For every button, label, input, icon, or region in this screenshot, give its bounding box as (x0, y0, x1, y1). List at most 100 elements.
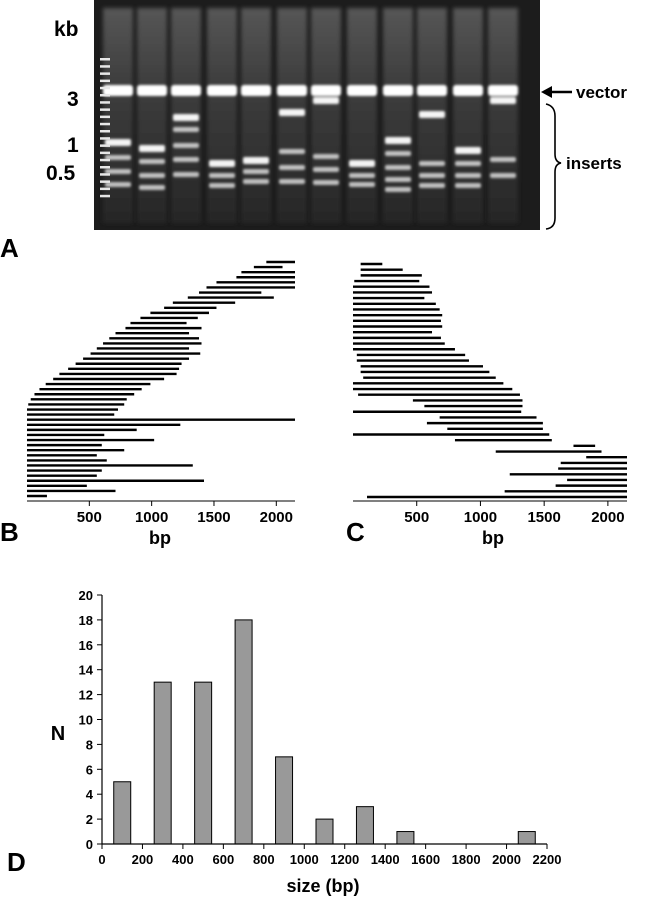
ladder-band (100, 144, 110, 147)
insert-band (173, 127, 199, 132)
panel-d-histogram: 0 2 4 6 8 10 12 14 16 18 20 0 200 400 600 800 1000 1200 1… (7, 588, 561, 896)
x-tick-label: 1400 (371, 852, 400, 867)
x-tick-label: 2000 (591, 509, 624, 526)
gel-lane-smear (241, 8, 271, 223)
y-ticks-d: 0 2 4 6 8 10 12 14 16 18 20 (79, 588, 102, 852)
insert-band (105, 182, 131, 187)
insert-band (139, 145, 165, 152)
insert-band (455, 183, 481, 188)
y-tick-label: 16 (79, 638, 93, 653)
insert-band (313, 154, 339, 159)
ladder-band (100, 151, 110, 155)
y-tick-label: 6 (86, 762, 93, 777)
y-tick-label: 2 (86, 812, 93, 827)
insert-band (349, 182, 375, 187)
ladder-band (100, 115, 110, 119)
x-tick-label: 2000 (260, 509, 293, 526)
x-tick-label: 1600 (411, 852, 440, 867)
panel-b: 500 1000 1500 2000 bp B (0, 260, 295, 548)
marker-0.5kb: 0.5 (46, 162, 76, 185)
insert-band (105, 155, 131, 160)
y-tick-label: 14 (79, 663, 94, 678)
vector-band (383, 85, 413, 96)
insert-band (279, 149, 305, 154)
insert-band (313, 180, 339, 185)
histogram-bar (396, 831, 415, 845)
gel-lane-smear (311, 8, 341, 223)
histogram-bar (315, 818, 334, 845)
gel-panel: kb 3 1 0.5 vector inserts A (0, 0, 627, 263)
ladder-band (100, 86, 110, 90)
ladder-band (100, 122, 110, 126)
panel-label-c: C (346, 517, 365, 547)
x-tick-label: 400 (172, 852, 194, 867)
vector-band (488, 85, 518, 96)
ladder-band (100, 166, 110, 169)
gel-lane-smear (347, 8, 377, 223)
histogram-bars (113, 619, 536, 845)
x-axis-label-d: size (bp) (286, 876, 359, 896)
x-tick-label: 800 (253, 852, 275, 867)
ladder-lane (100, 58, 110, 198)
marker-1kb: 1 (67, 134, 79, 157)
x-tick-label: 1500 (527, 509, 560, 526)
ladder-band (100, 173, 110, 176)
vector-arrow (541, 86, 572, 98)
x-ticks-c: 500 1000 1500 2000 (404, 501, 625, 526)
ladder-band (100, 101, 110, 104)
y-tick-label: 10 (79, 713, 93, 728)
x-tick-label: 1200 (330, 852, 359, 867)
vector-band (453, 85, 483, 96)
insert-band (455, 161, 481, 166)
gel-lane-smear (207, 8, 237, 223)
y-tick-label: 4 (86, 787, 94, 802)
vector-band (347, 85, 377, 96)
insert-band (455, 173, 481, 178)
ladder-band (100, 79, 110, 83)
vector-band (137, 85, 167, 96)
x-tick-label: 1000 (135, 509, 168, 526)
unit-label-kb: kb (54, 18, 79, 41)
y-tick-label: 12 (79, 688, 93, 703)
insert-band (209, 160, 235, 167)
insert-band (490, 97, 516, 104)
insert-band (385, 187, 411, 192)
inserts-brace (545, 103, 562, 230)
insert-band (349, 173, 375, 178)
panel-label-a: A (0, 233, 19, 263)
panel-c: 500 1000 1500 2000 bp C (346, 262, 627, 548)
insert-band (173, 172, 199, 177)
insert-band (490, 173, 516, 178)
ladder-band (100, 158, 110, 162)
insert-band (139, 159, 165, 164)
insert-band (419, 111, 445, 118)
insert-band (385, 177, 411, 182)
x-tick-label: 500 (77, 509, 102, 526)
insert-band (419, 173, 445, 178)
insert-band (139, 185, 165, 190)
ladder-band (100, 58, 110, 61)
insert-band (139, 173, 165, 178)
insert-band (173, 114, 199, 121)
histogram-bar (153, 681, 172, 845)
clone-segments-c (353, 262, 627, 499)
insert-band (279, 165, 305, 170)
histogram-bar (113, 781, 132, 845)
insert-band (105, 169, 131, 174)
inserts-label: inserts (566, 154, 622, 173)
vector-band (241, 85, 271, 96)
x-tick-label: 1500 (197, 509, 230, 526)
insert-band (419, 183, 445, 188)
insert-band (455, 147, 481, 154)
vector-band (311, 85, 341, 96)
marker-3kb: 3 (67, 88, 79, 111)
ladder-band (100, 180, 110, 183)
x-tick-label: 1000 (464, 509, 497, 526)
vector-label: vector (576, 83, 627, 102)
panel-label-d: D (7, 847, 26, 877)
vector-band (417, 85, 447, 96)
gel-bands (103, 85, 518, 192)
insert-band (105, 139, 131, 146)
ladder-band (100, 137, 110, 140)
